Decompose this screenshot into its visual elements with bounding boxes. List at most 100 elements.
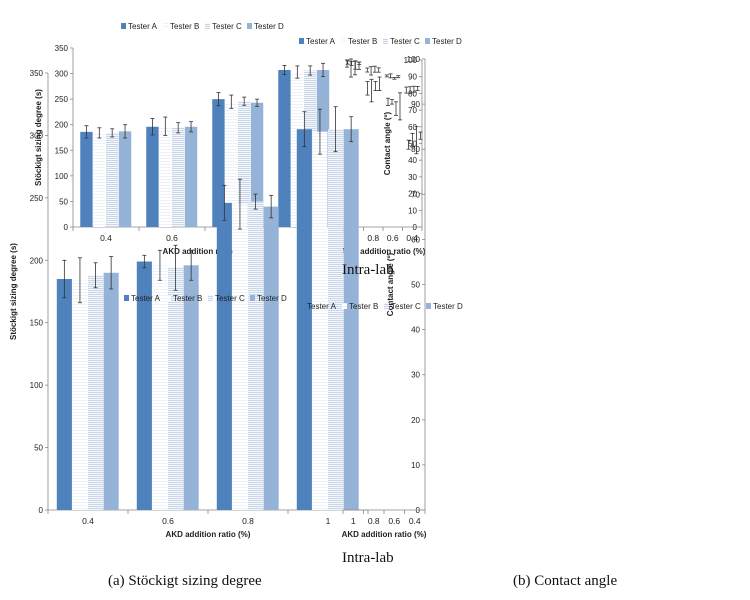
legend-swatch-tester-b bbox=[163, 23, 168, 29]
y-tick-label: 10 bbox=[408, 206, 417, 215]
x-axis-label: AKD addition ratio (%) bbox=[166, 530, 251, 539]
legend-swatch-tester-d bbox=[250, 295, 255, 301]
x-axis-label: AKD addition ratio (%) bbox=[163, 247, 248, 256]
y-tick-label: 0 bbox=[413, 223, 418, 232]
legend-label-tester-d: Tester D bbox=[254, 22, 284, 31]
x-tick-label: 0.6 bbox=[387, 233, 399, 243]
bar-tester-c-0.6 bbox=[172, 127, 185, 227]
y-tick-label: 40 bbox=[408, 156, 417, 165]
x-tick-label: 0.4 bbox=[409, 516, 421, 526]
y-tick-label: 250 bbox=[30, 194, 44, 203]
legend-label-tester-a: Tester A bbox=[128, 22, 158, 31]
bar-tester-d-1 bbox=[343, 129, 359, 510]
legend-swatch-tester-a bbox=[300, 303, 305, 309]
legend-label-tester-a: Tester A bbox=[306, 37, 336, 46]
legend-swatch-tester-a bbox=[121, 23, 126, 29]
bar-tester-a-0.4 bbox=[56, 279, 72, 510]
y-tick-label: 100 bbox=[55, 172, 69, 181]
y-tick-label: 60 bbox=[411, 235, 420, 244]
y-tick-label: 70 bbox=[411, 190, 420, 199]
caption-subfigure-b: (b) Contact angle bbox=[513, 573, 618, 589]
x-tick-label: 0.8 bbox=[242, 516, 254, 526]
y-tick-label: 300 bbox=[30, 131, 44, 140]
y-tick-label: 300 bbox=[55, 70, 69, 79]
y-tick-label: 60 bbox=[408, 123, 417, 132]
y-tick-label: 80 bbox=[408, 89, 417, 98]
bar-tester-d-0.4 bbox=[103, 272, 119, 510]
legend-label-tester-a: Tester A bbox=[131, 294, 161, 303]
bar-tester-a-0.6 bbox=[146, 126, 159, 227]
x-tick-label: 0.8 bbox=[368, 516, 380, 526]
legend-label-tester-c: Tester C bbox=[390, 37, 420, 46]
y-tick-label: 150 bbox=[55, 146, 69, 155]
x-tick-label: 0.8 bbox=[367, 233, 379, 243]
bar-tester-a-1 bbox=[296, 129, 312, 510]
bar-tester-a-0.8 bbox=[216, 202, 232, 510]
y-tick-label: 50 bbox=[411, 281, 420, 290]
legend-swatch-tester-c bbox=[208, 295, 213, 301]
bar-tester-d-0.8 bbox=[250, 102, 264, 227]
bar-tester-d-0.6 bbox=[183, 265, 199, 510]
legend-label-tester-c: Tester C bbox=[391, 302, 421, 311]
x-tick-label: 0.6 bbox=[388, 516, 400, 526]
y-tick-label: 90 bbox=[411, 100, 420, 109]
y-axis-label: Contact angle (º) bbox=[383, 111, 392, 175]
y-tick-label: 80 bbox=[411, 145, 420, 154]
y-tick-label: 30 bbox=[411, 371, 420, 380]
bar-tester-c-0.4 bbox=[106, 132, 119, 227]
x-tick-label: 1 bbox=[351, 516, 356, 526]
legend-swatch-tester-a bbox=[299, 38, 304, 44]
y-tick-label: 70 bbox=[408, 106, 417, 115]
caption-subfigure-a: (a) Stöckigt sizing degree bbox=[108, 573, 262, 589]
y-tick-label: 0 bbox=[39, 506, 44, 515]
x-axis-label: AKD addition ratio (%) bbox=[341, 247, 426, 256]
caption-intra-lab-top: Intra-lab bbox=[342, 262, 394, 278]
y-tick-label: 20 bbox=[411, 416, 420, 425]
bar-tester-c-1 bbox=[328, 129, 344, 510]
caption-intra-lab-bottom: Intra-lab bbox=[342, 550, 394, 566]
legend-swatch-tester-a bbox=[124, 295, 129, 301]
bar-tester-d-0.6 bbox=[184, 126, 198, 227]
y-tick-label: 90 bbox=[408, 73, 417, 82]
bar-tester-b-0.8 bbox=[232, 204, 248, 510]
legend-swatch-tester-d bbox=[425, 38, 430, 44]
bar-tester-b-0.8 bbox=[225, 101, 238, 227]
legend-swatch-tester-d bbox=[426, 303, 431, 309]
legend-label-tester-b: Tester B bbox=[170, 22, 199, 31]
legend-label-tester-b: Tester B bbox=[173, 294, 202, 303]
legend-label-tester-d: Tester D bbox=[432, 37, 462, 46]
bar-tester-a-0.6 bbox=[136, 261, 152, 510]
y-tick-label: 200 bbox=[55, 121, 69, 130]
x-tick-label: 0.6 bbox=[162, 516, 174, 526]
y-tick-label: 350 bbox=[30, 69, 44, 78]
y-axis-label: Stöckigt sizing degree (s) bbox=[34, 89, 43, 186]
bar-tester-b-0.6 bbox=[159, 126, 172, 227]
y-tick-label: 100 bbox=[407, 55, 421, 64]
bar-tester-b-0.6 bbox=[152, 265, 168, 510]
y-tick-label: 20 bbox=[408, 190, 417, 199]
bar-tester-c-0.8 bbox=[238, 101, 251, 227]
y-tick-label: 50 bbox=[34, 444, 43, 453]
legend-label-tester-a: Tester A bbox=[307, 302, 337, 311]
bar-tester-a-0.4 bbox=[80, 131, 93, 227]
y-tick-label: 50 bbox=[59, 197, 68, 206]
x-tick-label: 0.6 bbox=[166, 233, 178, 243]
y-tick-label: 100 bbox=[30, 381, 44, 390]
x-axis-label: AKD addition ratio (%) bbox=[342, 530, 427, 539]
y-tick-label: 40 bbox=[411, 326, 420, 335]
y-tick-label: 30 bbox=[408, 173, 417, 182]
legend-label-tester-d: Tester D bbox=[433, 302, 463, 311]
legend-label-tester-c: Tester C bbox=[215, 294, 245, 303]
chart-contact-angle-intra-lab-bottom: 0 10 20 30 40 50 60 70 80 90 100 0.4 0.6 0.8 1 AKD addi… bbox=[300, 55, 463, 539]
bar-tester-b-0.4 bbox=[93, 132, 106, 227]
y-tick-label: 350 bbox=[55, 44, 69, 53]
bar-tester-c-0.6 bbox=[168, 267, 184, 510]
legend-swatch-tester-d bbox=[247, 23, 252, 29]
bar-tester-a-0.8 bbox=[212, 99, 225, 227]
x-tick-label: 0.4 bbox=[406, 233, 418, 243]
bar-tester-c-0.4 bbox=[88, 275, 104, 510]
bar-tester-d-0.4 bbox=[118, 131, 132, 227]
y-tick-label: 0 bbox=[64, 223, 69, 232]
